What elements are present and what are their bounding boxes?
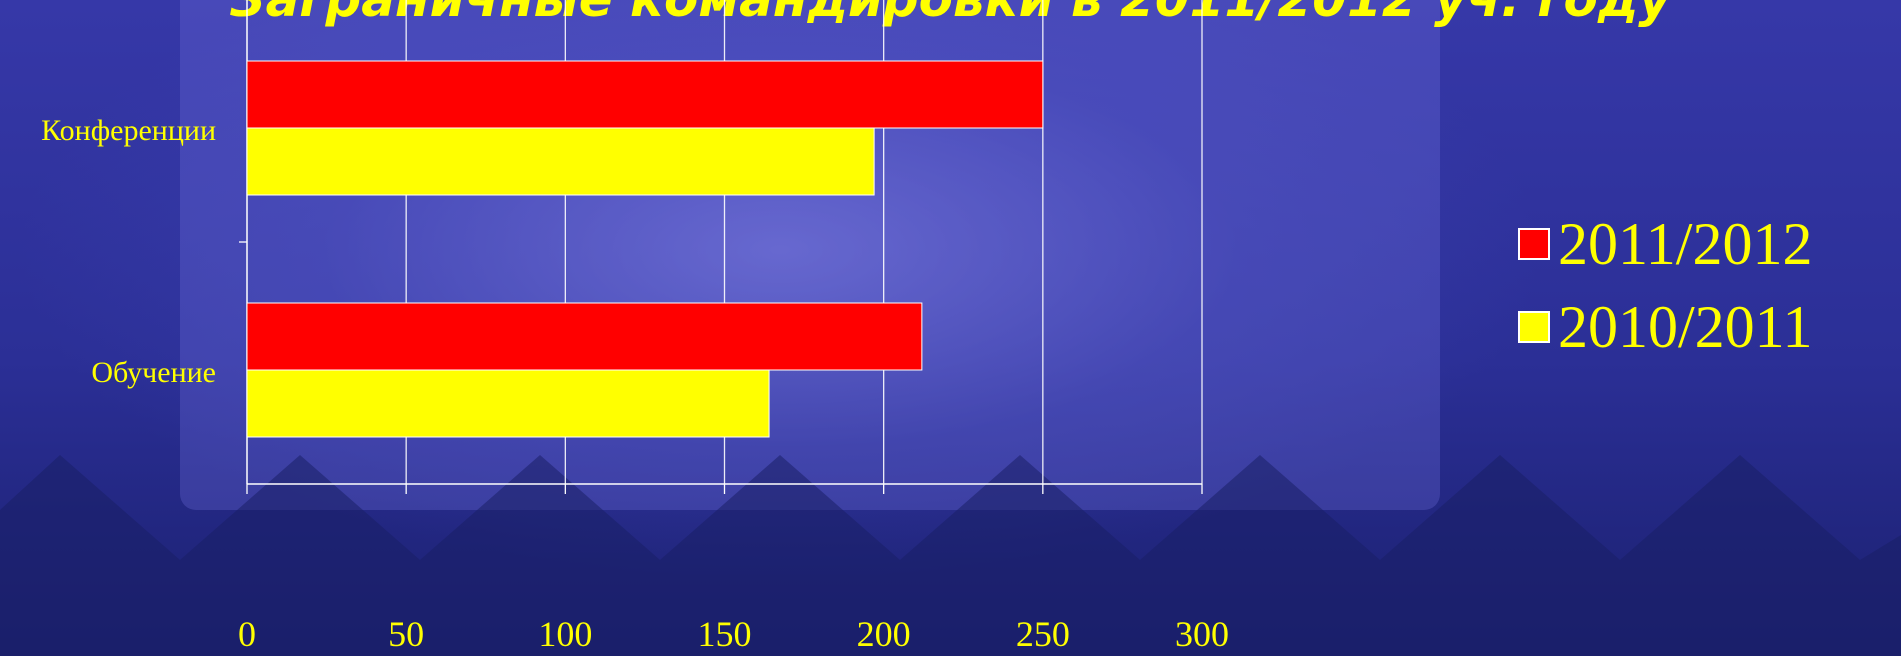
x-tick-label-50: 50 (388, 614, 424, 654)
background-zigzag (0, 455, 1901, 656)
x-tick-label-250: 250 (1016, 614, 1070, 654)
legend-swatch-2010-2011 (1518, 310, 1550, 343)
x-tick-label-300: 300 (1175, 614, 1229, 654)
bar-2-series-1 (246, 302, 923, 371)
legend-label-2010-2011: 2010/2011 (1558, 293, 1813, 360)
legend-label-2011-2012: 2011/2012 (1558, 210, 1813, 277)
legend: 2011/2012 2010/2011 (1518, 202, 1812, 368)
legend-swatch-2011-2012 (1518, 227, 1550, 260)
legend-item-2010-2011: 2010/2011 (1518, 285, 1812, 368)
chart-title: Заграничные командировки в 2011/2012 уч.… (0, 0, 1901, 28)
x-tick-label-100: 100 (538, 614, 592, 654)
x-tick-label-0: 0 (238, 614, 256, 654)
bar-1-series-2 (246, 127, 875, 196)
x-tick-label-200: 200 (857, 614, 911, 654)
y-category-label-2: Обучение (91, 356, 216, 389)
bar-1-series-1 (246, 60, 1044, 129)
x-tick-label-150: 150 (698, 614, 752, 654)
bar-2-series-2 (246, 369, 770, 438)
y-category-label-1: Конференции (41, 114, 216, 147)
legend-item-2011-2012: 2011/2012 (1518, 202, 1812, 285)
